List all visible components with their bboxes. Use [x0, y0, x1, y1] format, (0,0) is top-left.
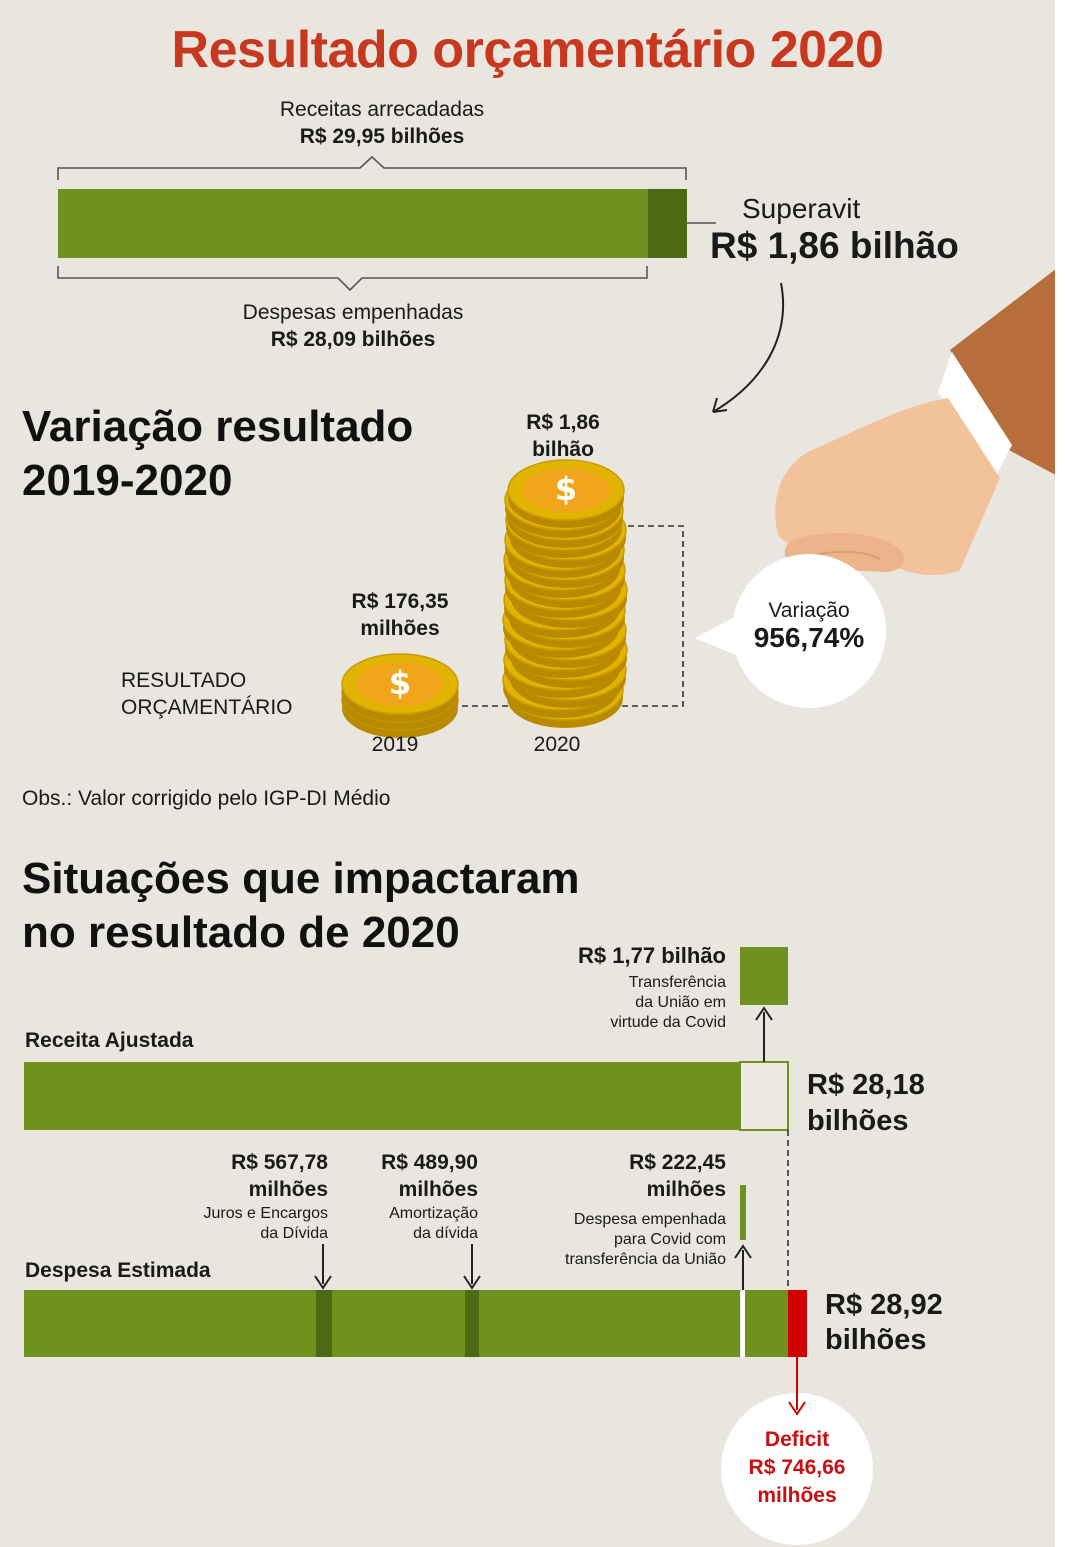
value-2019-line2: milhões: [360, 617, 440, 640]
variation-bubble: [732, 554, 886, 708]
amortizacao-segment: [465, 1290, 479, 1357]
deficit-bubble: [721, 1393, 873, 1545]
covid-expense-bar: [740, 1185, 746, 1240]
transfer-desc-line2: da União em: [635, 994, 726, 1011]
hand-illustration: [775, 269, 1055, 575]
receitas-bracket: [57, 155, 687, 180]
deficit-label: Deficit: [764, 1428, 830, 1451]
amort-desc-line1: Amortização: [389, 1205, 478, 1222]
juros-desc-line1: Juros e Encargos: [203, 1205, 328, 1222]
juros-value-line1: R$ 567,78: [231, 1151, 328, 1174]
situacoes-heading-line2: no resultado de 2020: [22, 908, 460, 957]
value-2020-line2: bilhão: [532, 438, 594, 461]
dollar-icon: $: [555, 470, 577, 508]
despesas-bracket: [57, 266, 648, 292]
deficit-segment: [788, 1290, 807, 1357]
receitas-value: R$ 29,95 bilhões: [299, 125, 465, 148]
receita-label: Receita Ajustada: [25, 1029, 194, 1052]
variacao-heading-line2: 2019-2020: [22, 456, 233, 505]
receita-value-line2: bilhões: [807, 1105, 909, 1137]
juros-segment: [316, 1290, 332, 1357]
page-title: Resultado orçamentário 2020: [171, 21, 884, 79]
despesa-tail: [742, 1290, 788, 1357]
juros-value-line2: milhões: [248, 1178, 328, 1201]
receitas-label: Receitas arrecadadas: [279, 98, 485, 121]
deficit-value-line2: milhões: [757, 1484, 837, 1507]
variation-value: 956,74%: [753, 622, 865, 653]
curved-arrow: [712, 282, 785, 413]
coin-2020: $: [507, 459, 625, 528]
superavit-segment: [648, 189, 687, 258]
coin-2019: $: [341, 653, 459, 722]
transfer-desc-line1: Transferência: [628, 974, 726, 991]
row-label-line1: RESULTADO: [121, 669, 247, 692]
variacao-heading: Variação resultado 2019-2020: [22, 400, 413, 508]
year-2020: 2020: [533, 733, 581, 756]
coin-stack-2019: $: [341, 653, 459, 738]
amort-value-line1: R$ 489,90: [381, 1151, 478, 1174]
despesas-label: Despesas empenhadas: [242, 301, 464, 324]
despesa-value-line2: bilhões: [825, 1324, 927, 1356]
covid-value-line1: R$ 222,45: [629, 1151, 726, 1174]
receita-covid-slot: [739, 1061, 789, 1131]
despesa-value-line1: R$ 28,92: [825, 1289, 943, 1321]
superavit-value: R$ 1,86 bilhão: [710, 225, 959, 266]
situacoes-heading: Situações que impactaram no resultado de…: [22, 852, 580, 960]
receita-value-line1: R$ 28,18: [807, 1069, 925, 1101]
despesas-value: R$ 28,09 bilhões: [270, 328, 436, 351]
covid-value-line2: milhões: [646, 1178, 726, 1201]
transfer-arrow-head: [755, 1006, 773, 1021]
note: Obs.: Valor corrigido pelo IGP-DI Médio: [22, 787, 391, 810]
variation-guide: [400, 525, 684, 707]
variacao-heading-line1: Variação resultado: [22, 402, 414, 451]
deficit-value-line1: R$ 746,66: [748, 1456, 846, 1479]
juros-desc-line2: da Dívida: [260, 1225, 328, 1242]
row-label-line2: ORÇAMENTÁRIO: [121, 696, 293, 719]
value-2020-line1: R$ 1,86: [526, 411, 600, 434]
juros-arrow-head: [314, 1275, 332, 1290]
despesa-estimada-bar: [24, 1290, 740, 1357]
covid-expense-arrow-head: [734, 1244, 752, 1259]
variation-label: Variação: [768, 599, 850, 622]
year-2019: 2019: [371, 733, 419, 756]
value-2019-line1: R$ 176,35: [351, 590, 449, 613]
covid-desc-line1: Despesa empenhada: [573, 1211, 726, 1228]
transfer-value: R$ 1,77 bilhão: [578, 943, 726, 968]
receita-ajustada-bar: [24, 1062, 740, 1130]
covid-desc-line3: transferência da União: [565, 1251, 726, 1268]
amort-desc-line2: da dívida: [413, 1225, 478, 1242]
amort-value-line2: milhões: [398, 1178, 478, 1201]
situacoes-heading-line1: Situações que impactaram: [22, 854, 580, 903]
dollar-icon: $: [389, 664, 411, 702]
deficit-arrow-head: [788, 1401, 806, 1416]
transfer-covid-bar: [740, 947, 788, 1005]
curved-arrow-head: [712, 397, 728, 413]
coin-stack-2020: $: [502, 459, 628, 728]
amortizacao-arrow-head: [463, 1275, 481, 1290]
transfer-desc-line3: virtude da Covid: [610, 1014, 726, 1031]
despesa-label: Despesa Estimada: [25, 1259, 211, 1282]
covid-desc-line2: para Covid com: [613, 1231, 726, 1248]
receitas-bar: [58, 189, 687, 258]
superavit-label: Superavit: [742, 193, 861, 224]
